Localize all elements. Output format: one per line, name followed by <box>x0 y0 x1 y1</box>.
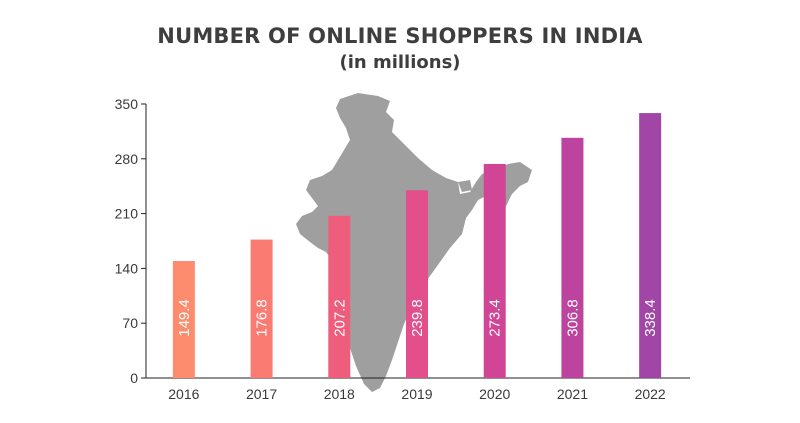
x-tick-label: 2017 <box>246 386 277 402</box>
bar-2016 <box>172 261 195 378</box>
y-tick-label: 0 <box>130 370 138 386</box>
bar-2020 <box>483 163 506 378</box>
y-tick-label: 280 <box>115 151 139 167</box>
y-tick-label: 350 <box>115 96 139 112</box>
bar-2022 <box>639 113 662 378</box>
x-tick-label: 2016 <box>168 386 199 402</box>
chart-subtitle: (in millions) <box>339 52 461 73</box>
x-tick-label: 2018 <box>324 386 355 402</box>
chart-title-block: NUMBER OF ONLINE SHOPPERS IN INDIA (in m… <box>0 22 800 76</box>
data-label: 176.8 <box>254 299 271 337</box>
x-tick-label: 2019 <box>401 386 432 402</box>
data-label: 239.8 <box>409 299 426 337</box>
data-label: 149.4 <box>176 299 193 337</box>
bar-2019 <box>406 190 428 378</box>
data-label: 207.2 <box>331 299 348 337</box>
data-label: 273.4 <box>487 299 504 337</box>
x-tick-label: 2020 <box>479 386 510 402</box>
y-tick-label: 140 <box>115 260 139 276</box>
y-tick-label: 70 <box>122 315 138 331</box>
x-tick-label: 2021 <box>557 386 588 402</box>
bar-2021 <box>561 137 584 378</box>
data-label: 306.8 <box>564 299 581 337</box>
bar-2017 <box>250 239 273 378</box>
x-tick-label: 2022 <box>635 386 666 402</box>
y-tick-label: 210 <box>115 206 139 222</box>
bar-2018 <box>328 215 351 378</box>
chart-title: NUMBER OF ONLINE SHOPPERS IN INDIA <box>157 24 643 48</box>
data-label: 338.4 <box>642 299 659 337</box>
